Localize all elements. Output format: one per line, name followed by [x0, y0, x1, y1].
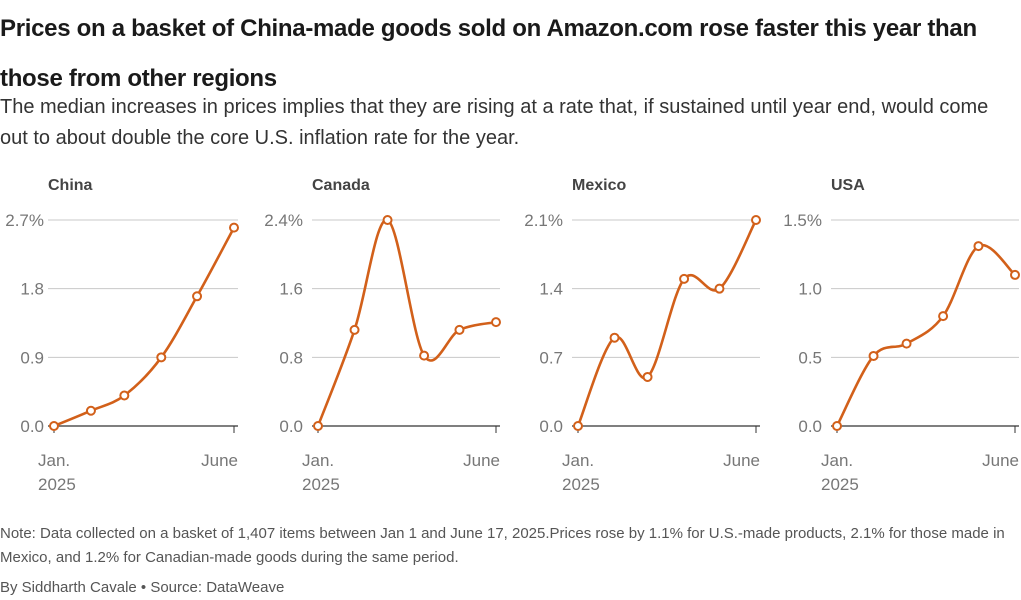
data-point-mexico-2 [642, 371, 653, 382]
y-tick-label-usa-0: 0.0 [798, 417, 822, 436]
x-tick-label-china-first: Jan. [38, 451, 70, 470]
data-point-china-2 [119, 390, 130, 401]
data-point-china-3 [156, 352, 167, 363]
data-point-mexico-1 [609, 332, 620, 343]
small-multiples-area: China 0.0 0.9 1.8 2.7% Jan. 2025 June Canada 0.0 0… [0, 164, 1021, 504]
data-point-china-5 [229, 222, 239, 233]
x-tick-label-china-last: June [201, 451, 238, 470]
y-tick-label-mexico-0: 0.0 [539, 417, 563, 436]
y-tick-label-canada-0: 0.0 [279, 417, 303, 436]
series-line-canada [316, 218, 498, 428]
y-tick-label-usa-3: 1.5% [783, 211, 822, 230]
source-credit: By Siddharth Cavale • Source: DataWeave [0, 579, 285, 596]
y-tick-label-usa-2: 1.0 [798, 280, 822, 299]
x-tick-label-year-usa: 2025 [821, 475, 859, 494]
panel-title-usa: USA [831, 177, 865, 194]
y-tick-label-china-0: 0.0 [20, 417, 44, 436]
x-tick-label-canada-first: Jan. [302, 451, 334, 470]
y-tick-label-mexico-1: 0.7 [539, 348, 563, 367]
data-point-china-4 [192, 291, 203, 302]
y-tick-label-mexico-2: 1.4 [539, 280, 563, 299]
y-tick-label-mexico-3: 2.1% [524, 211, 563, 230]
data-point-mexico-5 [751, 215, 761, 225]
data-point-usa-0 [832, 421, 842, 431]
panel-title-china: China [48, 177, 93, 194]
data-point-canada-1 [349, 324, 360, 335]
panel-title-mexico: Mexico [572, 177, 626, 194]
y-tick-label-china-1: 0.9 [20, 348, 44, 367]
y-tick-label-china-2: 1.8 [20, 280, 44, 299]
y-tick-label-canada-3: 2.4% [264, 211, 303, 230]
data-point-canada-4 [454, 324, 465, 335]
y-tick-label-usa-1: 0.5 [798, 348, 822, 367]
series-line-usa [835, 243, 1017, 428]
y-tick-label-canada-2: 1.6 [279, 280, 303, 299]
data-point-mexico-4 [714, 283, 725, 294]
data-point-canada-3 [419, 350, 430, 361]
footnote: Note: Data collected on a basket of 1,40… [0, 525, 1005, 566]
y-tick-label-canada-1: 0.8 [279, 348, 303, 367]
x-tick-label-canada-last: June [463, 451, 500, 470]
series-line-china [52, 226, 236, 428]
x-tick-label-year-mexico: 2025 [562, 475, 600, 494]
data-point-canada-5 [491, 317, 501, 328]
x-tick-label-year-china: 2025 [38, 475, 76, 494]
data-point-mexico-3 [679, 273, 690, 284]
chart-title: Prices on a basket of China-made goods s… [0, 15, 977, 92]
x-tick-label-mexico-last: June [723, 451, 760, 470]
data-point-usa-3 [938, 311, 949, 322]
data-point-canada-2 [382, 215, 393, 225]
charts-svg: China 0.0 0.9 1.8 2.7% Jan. 2025 June Canada 0.0 0… [5, 177, 1020, 494]
data-point-usa-2 [901, 338, 912, 349]
data-point-china-0 [49, 421, 59, 431]
data-point-usa-1 [868, 350, 879, 361]
data-point-canada-0 [313, 421, 323, 431]
data-point-china-1 [85, 405, 96, 416]
data-point-mexico-0 [573, 421, 583, 431]
chart-subtitle: The median increases in prices implies t… [0, 96, 989, 149]
x-tick-label-year-canada: 2025 [302, 475, 340, 494]
x-tick-label-usa-first: Jan. [821, 451, 853, 470]
series-line-mexico [576, 218, 758, 428]
panel-title-canada: Canada [312, 177, 370, 194]
x-tick-label-usa-last: June [982, 451, 1019, 470]
data-point-usa-4 [973, 241, 984, 252]
y-tick-label-china-3: 2.7% [5, 211, 44, 230]
data-point-usa-5 [1010, 269, 1020, 280]
x-tick-label-mexico-first: Jan. [562, 451, 594, 470]
